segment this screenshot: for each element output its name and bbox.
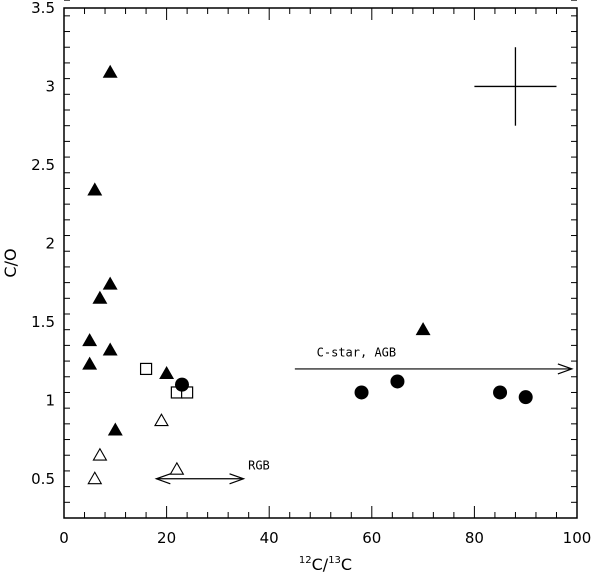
x-axis-title-sup1: 12 bbox=[299, 555, 312, 566]
filled-circle-marker bbox=[390, 374, 405, 389]
annotation-label: RGB bbox=[248, 458, 270, 472]
filled-triangle-marker bbox=[102, 64, 118, 78]
arrow-head bbox=[557, 363, 574, 375]
filled-circle-marker bbox=[354, 385, 369, 400]
data-markers bbox=[82, 64, 533, 485]
axis-ticks bbox=[63, 0, 578, 519]
x-tick-label: 60 bbox=[362, 529, 381, 547]
x-tick-label: 0 bbox=[59, 529, 69, 547]
y-tick-label: 1.5 bbox=[31, 313, 55, 331]
filled-circle-marker bbox=[493, 385, 508, 400]
filled-triangle-marker bbox=[82, 356, 98, 370]
x-axis-title-sup2: 13 bbox=[328, 555, 341, 566]
y-tick-label: 3.5 bbox=[31, 0, 55, 17]
y-tick-label: 1 bbox=[45, 391, 55, 409]
filled-triangle-marker bbox=[415, 322, 431, 336]
filled-circle-marker bbox=[174, 377, 189, 392]
open-triangle-marker bbox=[92, 447, 108, 461]
annotation-label: C-star, AGB bbox=[317, 345, 396, 359]
y-tick-label: 3 bbox=[45, 77, 55, 95]
filled-circle-marker bbox=[518, 390, 533, 405]
x-tick-label: 80 bbox=[465, 529, 484, 547]
x-tick-label: 40 bbox=[260, 529, 279, 547]
filled-triangle-marker bbox=[102, 276, 118, 290]
y-axis-title: C/O bbox=[1, 248, 20, 277]
y-tick-label: 2.5 bbox=[31, 156, 55, 174]
y-tick-label: 0.5 bbox=[31, 470, 55, 488]
filled-triangle-marker bbox=[82, 333, 98, 347]
filled-triangle-marker bbox=[107, 422, 123, 436]
y-tick-label: 2 bbox=[45, 234, 55, 252]
filled-triangle-marker bbox=[92, 290, 108, 304]
annotations: RGB C-star, AGB bbox=[154, 47, 574, 485]
x-axis-title: 12C/13C bbox=[299, 555, 352, 574]
open-square-marker bbox=[139, 362, 153, 376]
x-tick-label: 20 bbox=[157, 529, 176, 547]
arrow-head bbox=[154, 473, 171, 485]
arrow-head bbox=[229, 473, 246, 485]
open-triangle-marker bbox=[154, 413, 169, 427]
tick-labels: 0 20 40 60 80 100 0.5 1 1.5 2 2.5 3 3.5 bbox=[31, 0, 591, 547]
x-tick-label: 100 bbox=[563, 529, 592, 547]
open-triangle-marker bbox=[87, 471, 103, 485]
open-triangle-marker bbox=[169, 461, 185, 475]
filled-triangle-marker bbox=[159, 366, 175, 380]
filled-triangle-marker bbox=[87, 182, 103, 196]
plot-frame bbox=[63, 7, 578, 519]
x-axis-title-main1: C/ bbox=[312, 555, 329, 574]
filled-triangle-marker bbox=[102, 342, 118, 356]
x-axis-title-main2: C bbox=[341, 555, 352, 574]
